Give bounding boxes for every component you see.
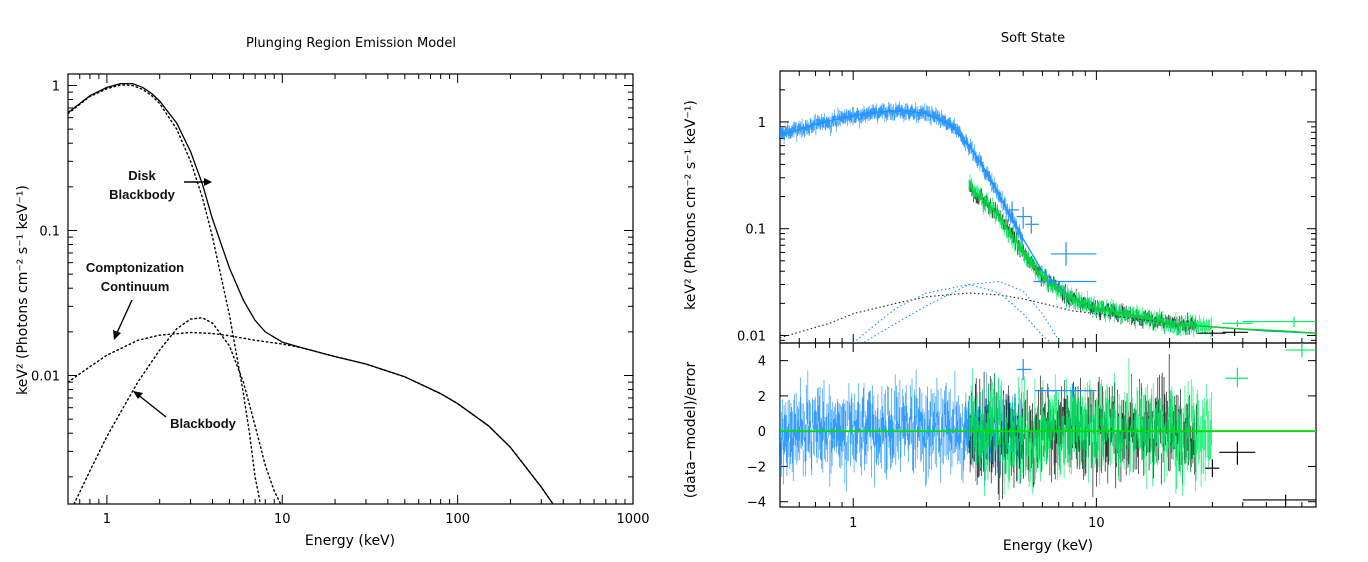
- left-chart: Plunging Region Emission Model 1 10 100 100…: [15, 36, 650, 549]
- bottom-panel-points: [780, 354, 1212, 501]
- annotation-disk-blackbody-line2: Blackbody: [109, 187, 176, 202]
- series-0-line: [68, 82, 554, 504]
- y-tick-label: 2: [758, 390, 766, 405]
- left-axis-ticks: 1 10 100 1000 1 0.1 0.01: [31, 74, 650, 527]
- model-component-2: [852, 283, 1052, 343]
- model-green-line: [968, 185, 1316, 334]
- y-tick-label: −2: [747, 460, 766, 475]
- arrow-blackbody: [136, 393, 167, 418]
- arrowhead-blackbody: [133, 391, 143, 399]
- right-bottom-y-axis-label: (data−model)/error: [683, 362, 699, 499]
- right-chart: Soft State 1 10 1 0.1 0.01 4 2 0 −2 −4 Energy (ke…: [683, 31, 1317, 554]
- y-tick-label: 1: [758, 116, 766, 131]
- x-tick-label: 1000: [616, 512, 649, 527]
- left-x-axis-label: Energy (keV): [305, 533, 395, 549]
- y-tick-label: 0.1: [745, 223, 766, 238]
- right-top-frame: [779, 70, 1317, 344]
- right-top-y-axis-label: keV² (Photons cm⁻² s⁻¹ keV⁻¹): [683, 100, 699, 310]
- right-data: [780, 101, 1316, 506]
- left-plot-frame: [67, 73, 634, 505]
- right-chart-title: Soft State: [1001, 31, 1065, 46]
- top-panel-points: [780, 101, 1212, 340]
- annotation-blackbody-line1: Blackbody: [170, 416, 237, 431]
- y-tick-label: 0.01: [31, 370, 60, 385]
- y-tick-label: −4: [747, 496, 766, 511]
- annotation-comptonization: Comptonization Continuum: [86, 260, 184, 340]
- annotation-blackbody: Blackbody: [133, 391, 237, 431]
- y-tick-label: 0: [758, 425, 766, 440]
- arrowhead-disk-blackbody: [204, 178, 212, 186]
- left-y-axis-label: keV² (Photons cm⁻² s⁻¹ keV⁻¹): [15, 185, 31, 395]
- y-tick-label: 0.1: [39, 224, 60, 239]
- x-tick-label: 10: [274, 512, 291, 527]
- series-2-line: [68, 331, 554, 504]
- arrow-comptonization: [115, 299, 133, 336]
- left-chart-title: Plunging Region Emission Model: [246, 36, 456, 51]
- blue-data-top: [780, 101, 1023, 246]
- right-axis-ticks: 1 10 1 0.1 0.01 4 2 0 −2 −4: [737, 70, 1317, 531]
- model-component-1: [780, 292, 1316, 339]
- y-tick-label: 0.01: [737, 329, 766, 344]
- x-tick-label: 1: [103, 512, 111, 527]
- model-blue-line: [780, 109, 1316, 334]
- annotation-comptonization-line1: Comptonization: [86, 260, 184, 275]
- green-data-residuals: [968, 357, 1212, 497]
- arrowhead-comptonization: [113, 330, 121, 340]
- model-component-0: [861, 280, 1061, 343]
- series-3-line: [73, 317, 282, 504]
- x-tick-label: 100: [445, 512, 470, 527]
- right-x-axis-label: Energy (keV): [1003, 538, 1093, 554]
- annotation-disk-blackbody-line1: Disk: [128, 168, 156, 183]
- series-1-line: [68, 84, 262, 504]
- y-tick-label: 1: [52, 79, 60, 94]
- x-tick-label: 1: [849, 516, 857, 531]
- y-tick-label: 4: [758, 355, 766, 370]
- annotation-comptonization-line2: Continuum: [101, 279, 170, 294]
- annotation-disk-blackbody: Disk Blackbody: [109, 168, 212, 202]
- x-tick-label: 10: [1088, 516, 1105, 531]
- left-curves: [68, 82, 554, 504]
